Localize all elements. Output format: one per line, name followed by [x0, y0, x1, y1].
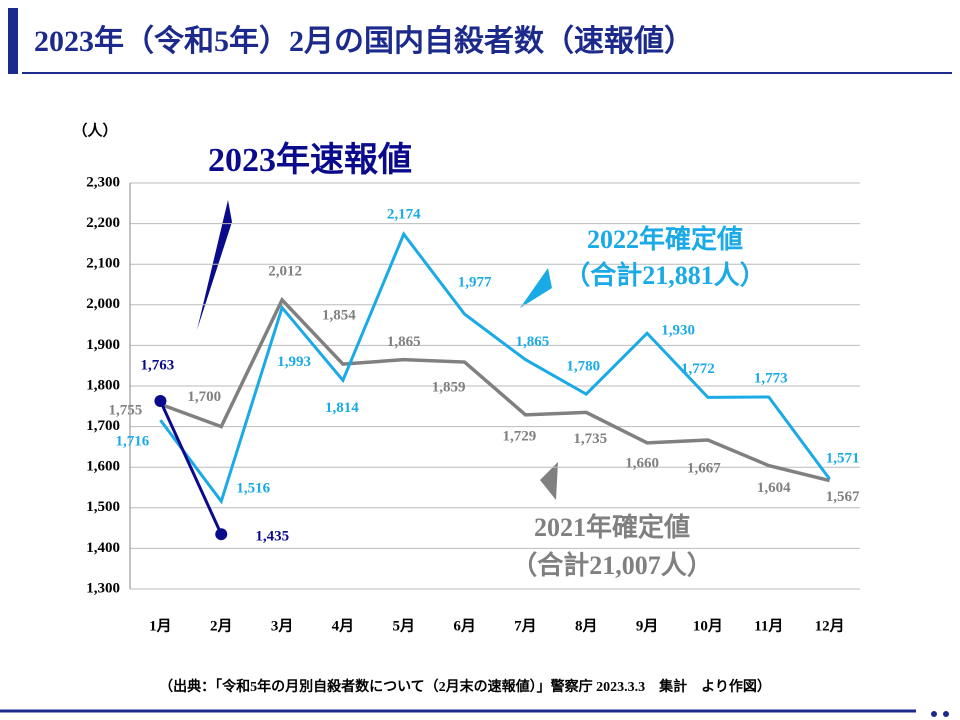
value-label: 1,854 — [322, 308, 356, 324]
plot: 1,300 1,400 1,500 1,600 1,700 1,800 1,900 2,000… — [86, 174, 860, 634]
value-label: 1,667 — [687, 460, 721, 476]
value-label: 1,859 — [432, 379, 466, 395]
value-label: 1,604 — [757, 480, 791, 496]
value-label: 1,729 — [503, 428, 537, 444]
pointer-2023 — [197, 200, 232, 330]
x-tick-label: 12月 — [815, 617, 845, 634]
x-tick-label: 7月 — [514, 617, 537, 634]
point — [215, 528, 228, 541]
value-label: 1,735 — [573, 431, 607, 447]
y-axis-label: （人） — [72, 121, 117, 139]
value-label: 1,977 — [458, 275, 492, 291]
y-tick-label: 1,700 — [86, 418, 120, 434]
series-line — [159, 400, 223, 535]
x-tick-label: 6月 — [453, 617, 476, 634]
value-label: 1,772 — [681, 361, 715, 377]
value-label: 1,780 — [566, 359, 600, 375]
value-label: 1,814 — [325, 400, 359, 416]
x-tick-label: 11月 — [754, 617, 783, 634]
chart-title: 2023年（令和5年）2月の国内自殺者数（速報値） — [34, 24, 694, 58]
point — [154, 395, 167, 408]
series-line — [159, 296, 831, 483]
y-tick-label: 2,000 — [86, 296, 120, 312]
value-label: 1,567 — [826, 489, 860, 505]
value-label: 1,571 — [826, 450, 860, 466]
value-label: 1,993 — [277, 354, 311, 370]
x-tick-label: 2月 — [210, 617, 233, 634]
x-tick-label: 10月 — [693, 617, 723, 634]
series-name: 2023年速報値 — [208, 141, 412, 179]
series-line — [159, 231, 831, 505]
y-tick-label: 2,200 — [86, 215, 120, 231]
series-name: 2021年確定値 — [534, 512, 690, 542]
value-label: 2,174 — [387, 207, 421, 223]
value-label: 1,660 — [625, 455, 659, 471]
y-tick-label: 2,300 — [86, 174, 120, 190]
pointer-2022 — [520, 268, 552, 308]
series-total: （合計21,007人） — [511, 550, 713, 580]
y-tick-label: 1,800 — [86, 377, 120, 393]
value-label: 1,716 — [116, 434, 150, 450]
pointer-2021 — [540, 462, 558, 500]
value-label: 1,865 — [387, 334, 421, 350]
y-tick-label: 1,900 — [86, 337, 120, 353]
series-name: 2022年確定値 — [587, 224, 743, 254]
footer-dot — [931, 711, 937, 717]
value-label: 1,773 — [754, 370, 788, 386]
footer-dot — [943, 711, 949, 717]
x-tick-label: 8月 — [575, 617, 598, 634]
value-label: 1,435 — [255, 529, 289, 545]
value-label: 1,930 — [661, 323, 695, 339]
title-accent — [8, 8, 18, 74]
x-tick-label: 9月 — [636, 617, 659, 634]
value-label: 1,763 — [141, 357, 175, 373]
value-label: 1,865 — [516, 334, 550, 350]
y-tick-label: 2,100 — [86, 256, 120, 272]
value-label: 1,755 — [109, 403, 143, 419]
y-tick-label: 1,300 — [86, 580, 120, 596]
y-tick-label: 1,400 — [86, 540, 120, 556]
value-label: 1,700 — [187, 389, 221, 405]
value-label: 2,012 — [268, 263, 302, 279]
x-tick-label: 4月 — [332, 617, 355, 634]
source: （出典：「令和5年の月別自殺者数について（2月末の速報値）」警察庁 2023.3… — [159, 678, 771, 695]
y-tick-label: 1,600 — [86, 459, 120, 475]
series-total: （合計21,881人） — [564, 260, 766, 290]
x-tick-label: 5月 — [392, 617, 415, 634]
x-tick-label: 1月 — [149, 617, 172, 634]
x-tick-label: 3月 — [271, 617, 294, 634]
y-tick-label: 1,500 — [86, 499, 120, 515]
value-label: 1,516 — [236, 481, 270, 497]
